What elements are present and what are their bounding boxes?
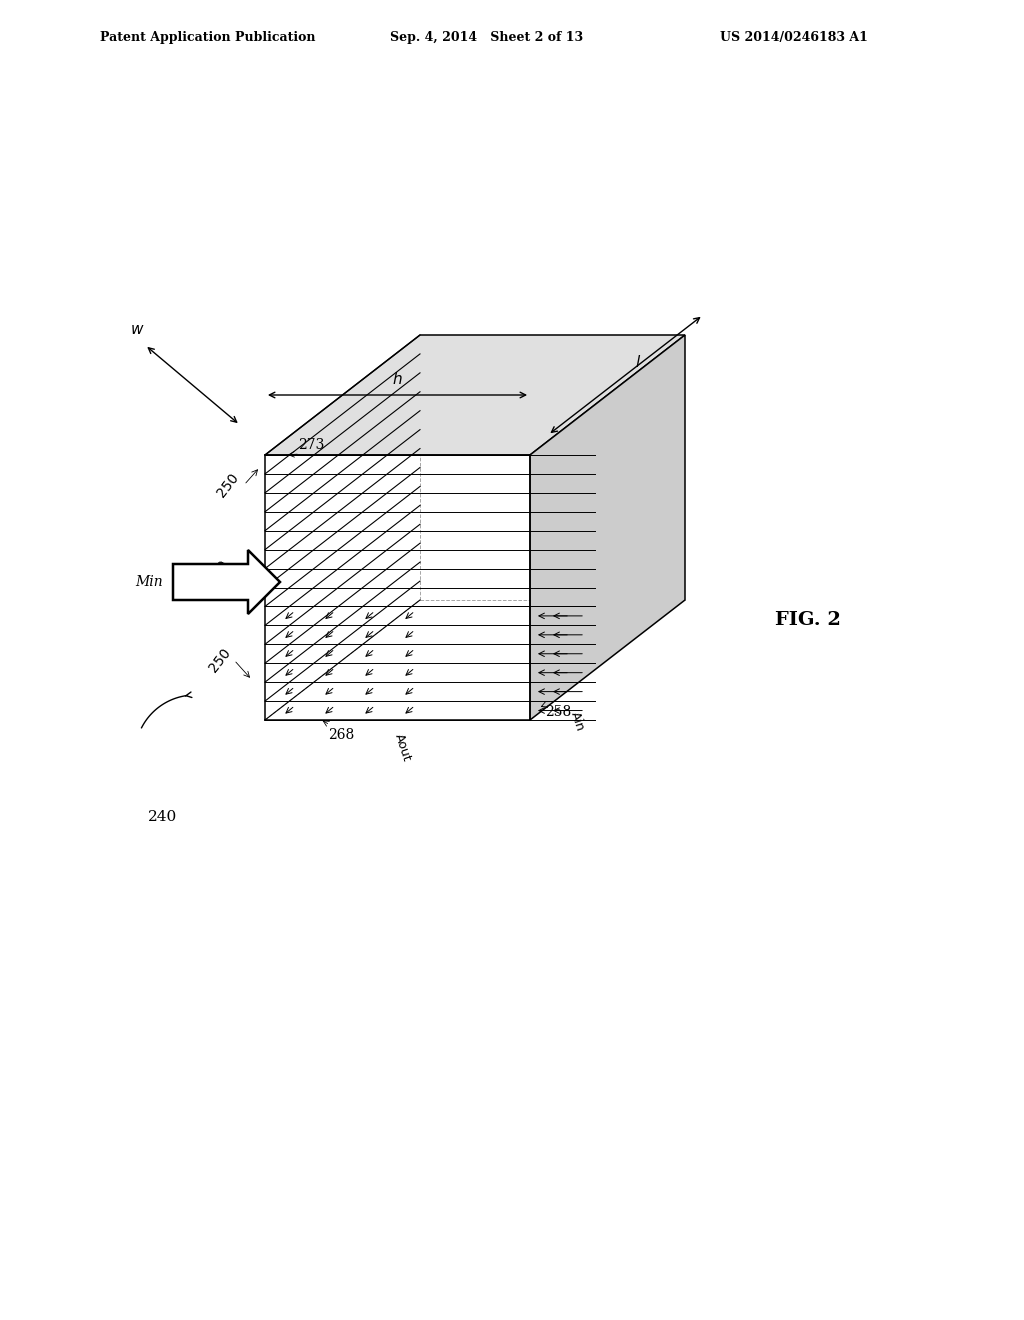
Text: FIG. 2: FIG. 2 (775, 611, 841, 630)
Text: 250: 250 (205, 557, 231, 586)
Text: Sep. 4, 2014   Sheet 2 of 13: Sep. 4, 2014 Sheet 2 of 13 (390, 30, 583, 44)
Text: 250: 250 (207, 645, 233, 675)
Text: 268: 268 (328, 729, 354, 742)
Text: 240: 240 (148, 810, 177, 824)
Polygon shape (265, 335, 685, 455)
Text: US 2014/0246183 A1: US 2014/0246183 A1 (720, 30, 868, 44)
Polygon shape (173, 550, 280, 614)
Text: Min: Min (135, 576, 163, 589)
Text: l: l (636, 355, 640, 370)
Text: w: w (131, 322, 143, 337)
Text: 273: 273 (298, 438, 325, 451)
Text: h: h (392, 372, 402, 387)
Text: Patent Application Publication: Patent Application Publication (100, 30, 315, 44)
Text: 258: 258 (545, 705, 571, 719)
Text: Aout: Aout (392, 733, 414, 763)
Text: Ain: Ain (568, 710, 587, 733)
Polygon shape (530, 335, 685, 719)
Text: 250: 250 (214, 470, 242, 500)
